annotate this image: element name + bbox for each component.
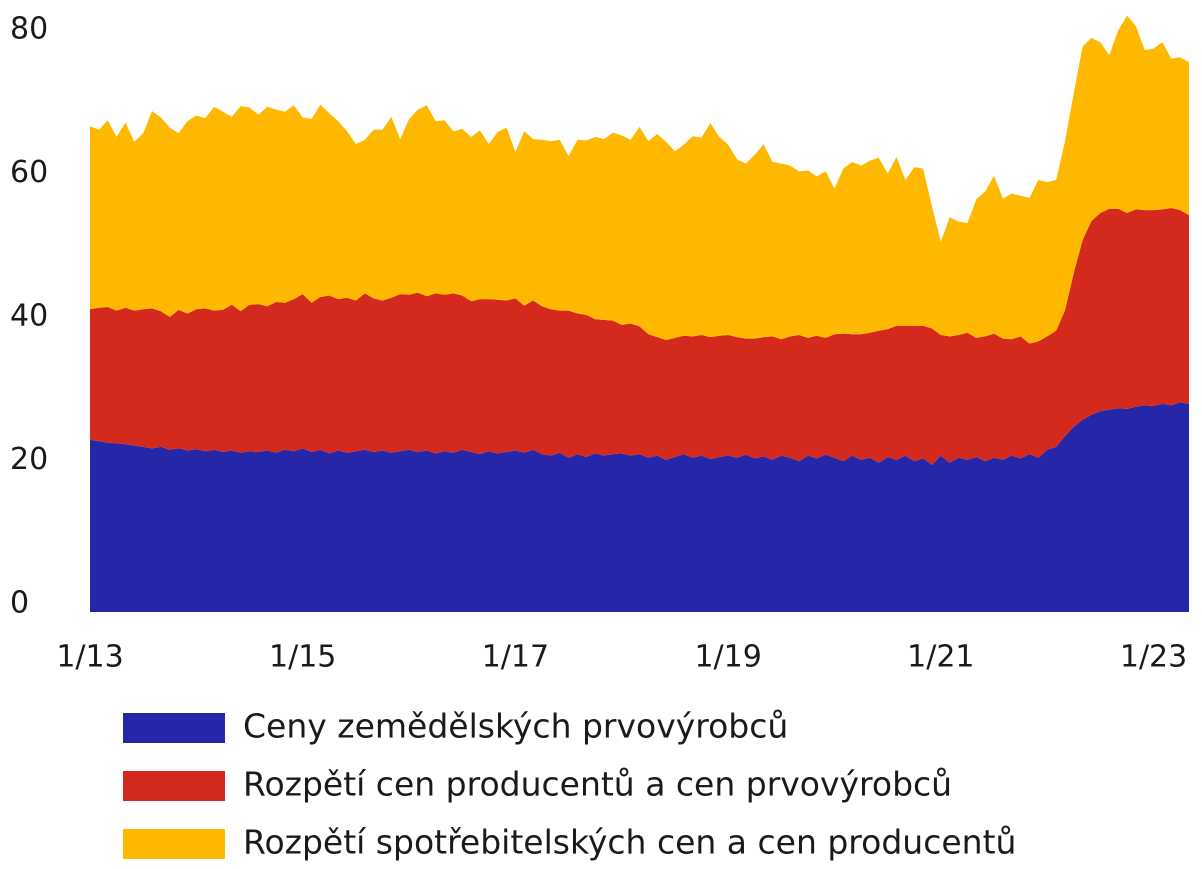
area: [90, 402, 1189, 612]
area: [90, 208, 1189, 465]
x-tick-label: 1/15: [269, 640, 336, 675]
y-tick-label: 0: [10, 586, 29, 621]
x-tick-label: 1/21: [907, 640, 974, 675]
legend-label: Rozpětí cen producentů a cen prvovýrobců: [243, 765, 952, 804]
legend-swatch: [123, 771, 225, 801]
x-tick-label: 1/17: [482, 640, 549, 675]
legend-swatch: [123, 713, 225, 743]
y-tick-label: 80: [10, 11, 48, 46]
legend-swatch: [123, 829, 225, 859]
x-tick-label: 1/13: [56, 640, 123, 675]
x-tick-label: 1/23: [1120, 640, 1187, 675]
x-tick-label: 1/19: [694, 640, 761, 675]
y-tick-label: 40: [10, 298, 48, 333]
y-tick-label: 60: [10, 155, 48, 190]
area: [90, 15, 1189, 344]
y-tick-label: 20: [10, 442, 48, 477]
legend-label: Ceny zemědělských prvovýrobců: [243, 707, 788, 746]
legend-label: Rozpětí spotřebitelských cen a cen produ…: [243, 823, 1016, 862]
